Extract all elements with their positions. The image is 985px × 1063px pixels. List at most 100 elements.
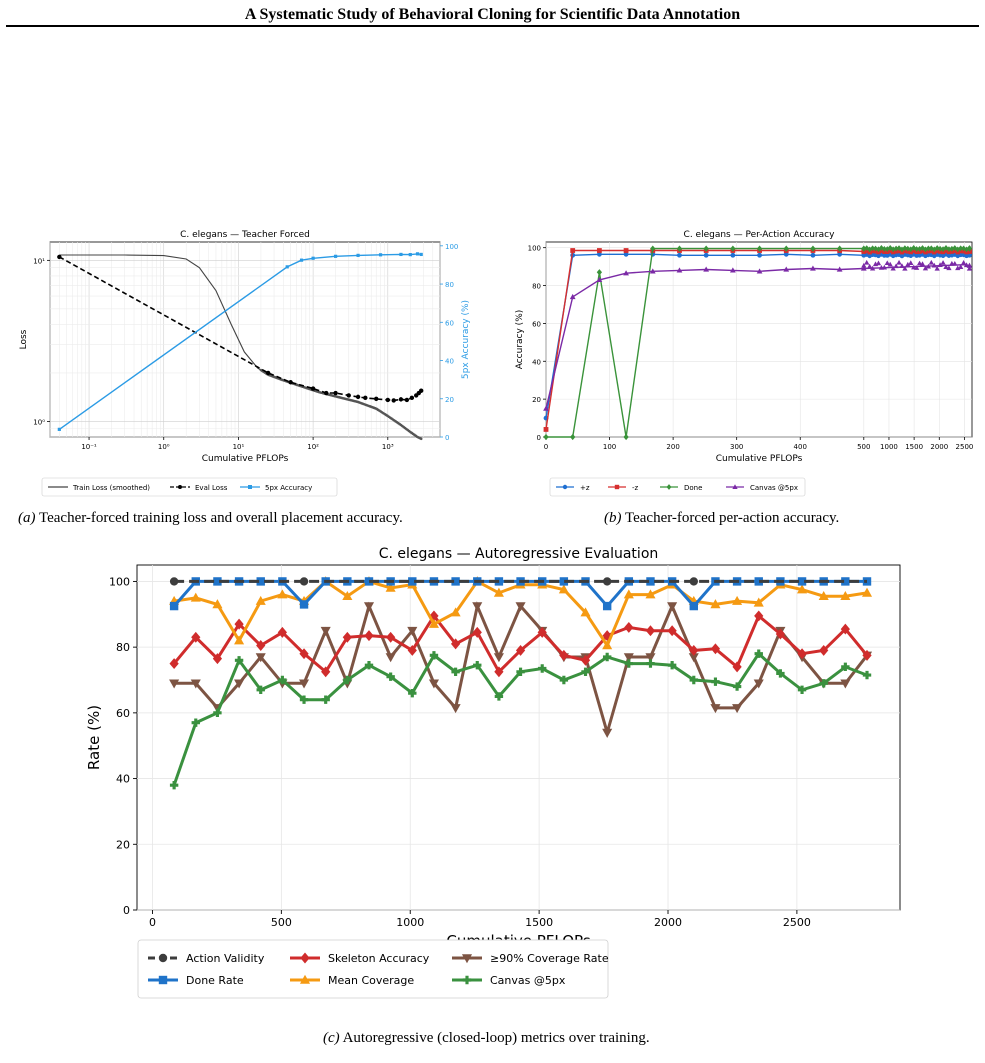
data-point bbox=[493, 653, 504, 663]
legend-label: ≥90% Coverage Rate bbox=[490, 952, 609, 965]
data-point bbox=[913, 265, 920, 270]
data-point bbox=[516, 667, 525, 676]
legend-label: Action Validity bbox=[186, 952, 265, 965]
data-point bbox=[840, 679, 851, 689]
x-tick-label: 10¹ bbox=[233, 443, 245, 451]
data-point bbox=[756, 245, 763, 252]
data-point bbox=[946, 265, 952, 271]
data-point bbox=[191, 631, 201, 643]
data-point bbox=[689, 644, 699, 656]
data-point bbox=[299, 648, 309, 660]
data-point bbox=[623, 589, 634, 599]
caption-a-text: Teacher-forced training loss and overall… bbox=[35, 510, 403, 526]
chart-title: C. elegans — Autoregressive Evaluation bbox=[379, 546, 659, 562]
y-right-tick-label: 60 bbox=[445, 319, 454, 327]
data-point bbox=[623, 270, 629, 276]
data-point bbox=[256, 577, 265, 586]
data-point bbox=[703, 245, 709, 252]
data-point bbox=[645, 653, 656, 663]
data-point bbox=[867, 263, 873, 269]
data-point bbox=[949, 245, 955, 252]
eval-loss-point bbox=[418, 388, 424, 393]
data-point bbox=[623, 248, 629, 253]
data-point bbox=[256, 640, 266, 651]
data-point bbox=[797, 648, 807, 660]
eval-loss-point bbox=[385, 397, 390, 403]
data-point bbox=[623, 251, 629, 257]
data-point bbox=[624, 659, 634, 668]
legend-label: Eval Loss bbox=[195, 484, 228, 492]
legend-label: Canvas @5px bbox=[750, 484, 798, 492]
data-point bbox=[899, 246, 905, 253]
data-point bbox=[596, 276, 603, 283]
x-tick-label: 2500 bbox=[783, 916, 811, 929]
data-point bbox=[342, 631, 352, 643]
data-point bbox=[537, 626, 547, 638]
figure-c-autoregressive-evaluation: 0 500 1000 1500 2000 2500 0 20 40 60 80 100 C. elega… bbox=[85, 546, 901, 999]
data-point bbox=[169, 679, 180, 689]
series-canvas-5px bbox=[169, 649, 872, 790]
legend-box bbox=[137, 939, 609, 999]
data-point bbox=[169, 780, 179, 790]
data-point bbox=[860, 265, 867, 271]
data-point bbox=[964, 246, 969, 253]
data-point bbox=[646, 577, 655, 586]
data-point bbox=[559, 577, 569, 586]
data-point bbox=[515, 644, 526, 656]
series-canvas-5px bbox=[543, 259, 973, 411]
data-point bbox=[407, 626, 418, 636]
data-point bbox=[649, 268, 656, 274]
legend-label: +z bbox=[580, 484, 590, 492]
data-point bbox=[732, 682, 742, 691]
x-axis-label: Cumulative PFLOPs bbox=[202, 454, 289, 464]
data-point bbox=[925, 263, 932, 269]
data-point bbox=[558, 584, 569, 594]
x-tick-label: 500 bbox=[857, 443, 870, 451]
data-point bbox=[473, 661, 482, 670]
data-point bbox=[881, 264, 887, 270]
data-point bbox=[797, 577, 807, 586]
caption-a: (a) Teacher-forced training loss and ove… bbox=[18, 510, 403, 527]
data-point bbox=[840, 623, 850, 635]
data-point bbox=[407, 644, 417, 656]
x-tick-label: 2000 bbox=[654, 916, 682, 929]
legend-label: Train Loss (smoothed) bbox=[72, 484, 150, 492]
legend-marker bbox=[666, 484, 672, 490]
data-point bbox=[864, 259, 870, 265]
accuracy-point bbox=[285, 265, 289, 269]
data-point bbox=[602, 577, 612, 586]
data-point bbox=[810, 265, 816, 271]
plot-frame bbox=[49, 241, 441, 438]
y-right-tick-label: 100 bbox=[445, 243, 458, 251]
data-point bbox=[914, 246, 920, 252]
data-point bbox=[862, 577, 872, 586]
data-point bbox=[538, 664, 547, 673]
data-point bbox=[676, 267, 683, 273]
data-point bbox=[797, 685, 807, 695]
data-point bbox=[757, 252, 762, 258]
data-point bbox=[191, 718, 200, 727]
data-point bbox=[870, 245, 876, 252]
data-point bbox=[818, 590, 829, 600]
legend-label: 5px Accuracy bbox=[265, 484, 312, 492]
data-point bbox=[451, 577, 460, 586]
data-point bbox=[810, 252, 816, 258]
data-point bbox=[299, 577, 309, 586]
data-point bbox=[364, 661, 374, 670]
y-axis-label: Accuracy (%) bbox=[515, 310, 525, 370]
y-tick-label: 80 bbox=[116, 641, 130, 654]
accuracy-point bbox=[356, 253, 360, 257]
data-point bbox=[873, 245, 878, 252]
eval-loss-point bbox=[398, 397, 404, 402]
data-point bbox=[887, 245, 893, 251]
y-right-tick-label: 40 bbox=[445, 358, 454, 366]
data-point bbox=[428, 679, 439, 689]
eval-loss-point bbox=[346, 393, 351, 398]
data-point bbox=[212, 599, 223, 609]
data-point bbox=[213, 577, 222, 586]
data-point bbox=[908, 260, 914, 265]
figure-b-per-action-accuracy: 0 100 200 300 400 500 1000 1500 2000 2500 0 20 40 60 8… bbox=[515, 230, 973, 497]
paper-header: A Systematic Study of Behavioral Cloning… bbox=[0, 0, 985, 30]
data-point bbox=[299, 600, 309, 609]
data-point bbox=[234, 656, 244, 665]
